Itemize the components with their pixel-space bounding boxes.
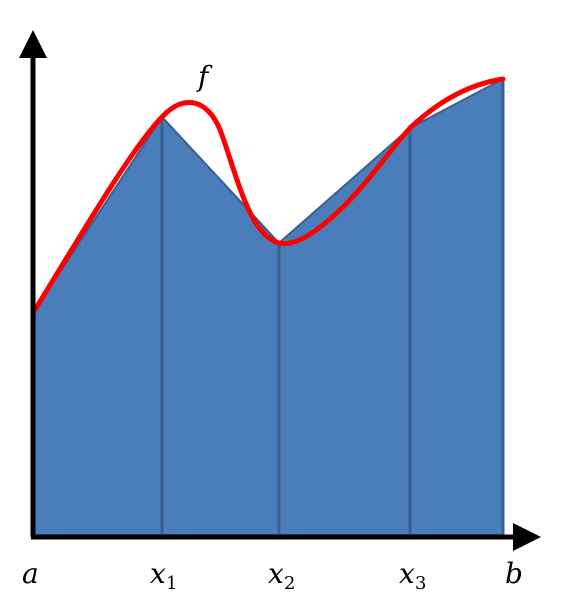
label-x2-sub: 2 <box>284 573 295 594</box>
label-b: b <box>505 557 523 590</box>
trapezoids <box>32 77 504 536</box>
label-x1-main: x <box>150 557 166 590</box>
axes <box>19 30 541 551</box>
label-x2: x <box>268 557 284 590</box>
trapezoid-1 <box>32 113 163 536</box>
trapezoid-3 <box>278 125 411 536</box>
x-axis-labels: a x 1 x 2 x 3 b <box>22 557 523 594</box>
trapezoid-2 <box>161 114 280 536</box>
arrowhead-up-icon <box>19 30 47 58</box>
label-x1: x <box>150 557 166 590</box>
trapezoid-4 <box>409 77 504 536</box>
function-curve <box>30 76 506 316</box>
label-x2-main: x <box>268 557 284 590</box>
function-label: f <box>196 60 213 93</box>
label-x1-sub: 1 <box>166 573 177 594</box>
label-a: a <box>22 557 39 590</box>
label-x3-main: x <box>399 557 415 590</box>
partition-lines <box>160 79 505 535</box>
label-x3-sub: 3 <box>415 573 426 594</box>
arrowhead-right-icon <box>513 523 541 551</box>
label-x3: x <box>399 557 415 590</box>
